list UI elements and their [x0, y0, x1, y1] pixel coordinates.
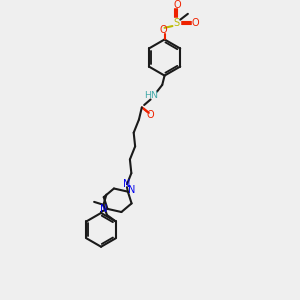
Text: N: N — [128, 185, 136, 196]
Text: S: S — [174, 18, 180, 28]
Text: O: O — [160, 25, 167, 35]
Text: O: O — [191, 18, 199, 28]
Text: HN: HN — [144, 91, 158, 100]
Text: N: N — [123, 179, 130, 189]
Text: N: N — [100, 205, 107, 214]
Text: O: O — [147, 110, 154, 120]
Text: O: O — [173, 0, 181, 10]
